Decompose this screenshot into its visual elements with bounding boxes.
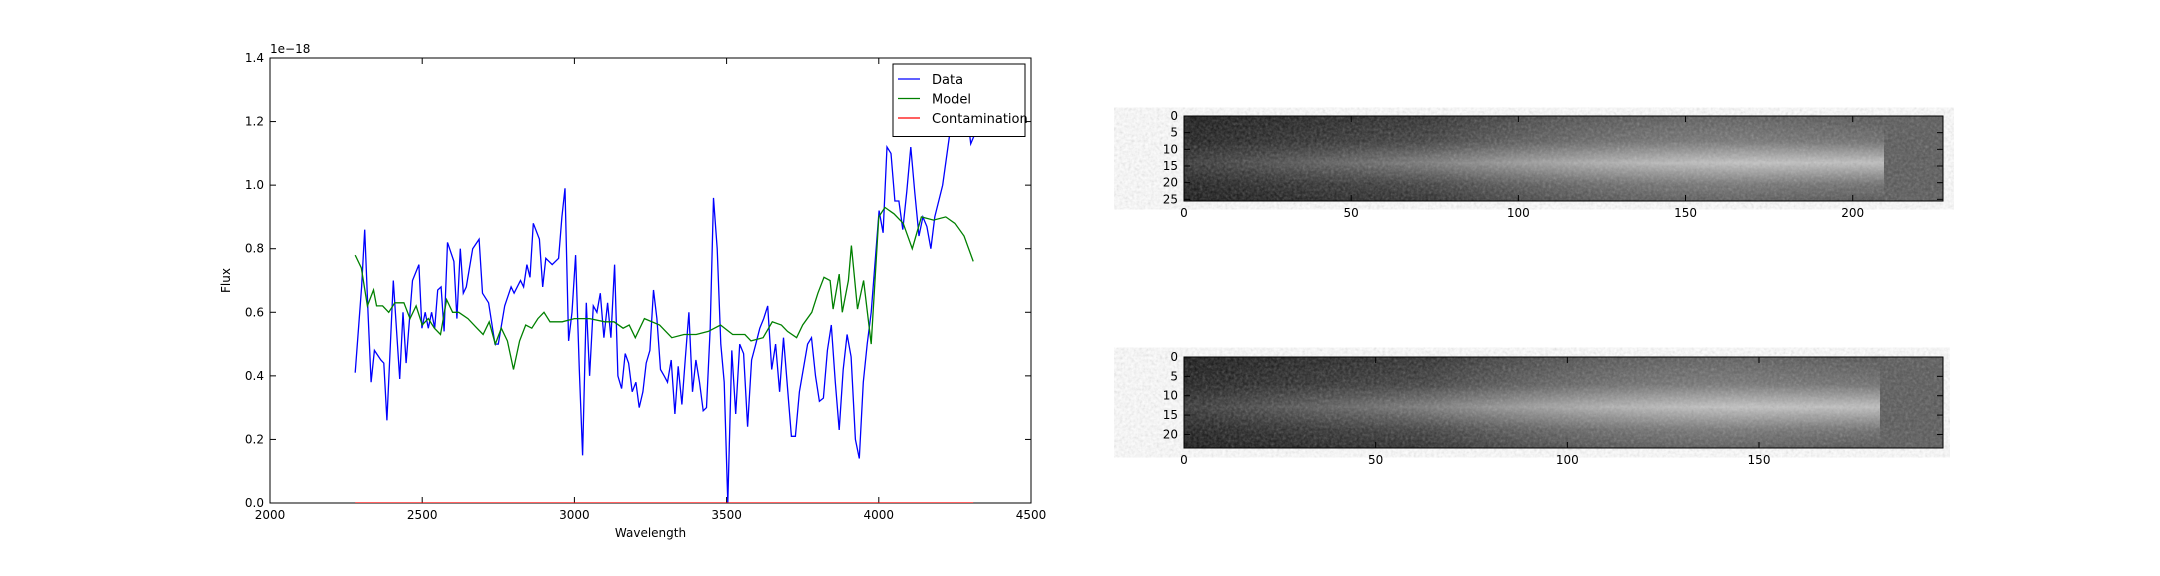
axes-frame — [1183, 356, 1944, 449]
data-line — [354, 107, 976, 503]
y-tick-label: 5 — [1170, 369, 1178, 383]
y-tick-label: 25 — [1163, 192, 1178, 206]
x-tick-label: 2500 — [407, 508, 438, 522]
image-panel-2 — [1184, 357, 1943, 448]
y-tick-label: 1.0 — [245, 178, 264, 192]
x-tick-label: 150 — [1748, 453, 1771, 467]
x-tick-label: 200 — [1841, 206, 1864, 220]
y-tick-label: 0 — [1170, 350, 1178, 364]
x-axis-label: Wavelength — [615, 526, 686, 540]
image-noise — [1184, 357, 1880, 448]
legend: Data Model Contamination — [892, 63, 1028, 137]
y-tick-label: 10 — [1163, 389, 1178, 403]
data-line — [354, 206, 974, 370]
y-tick-label: 0.8 — [245, 242, 264, 256]
x-tick-label: 50 — [1368, 453, 1383, 467]
y-tick-label: 0 — [1170, 109, 1178, 123]
x-tick-label: 3500 — [711, 508, 742, 522]
y-tick-label: 5 — [1170, 126, 1178, 140]
legend-label: Contamination — [932, 112, 1028, 127]
y-tick-label: 20 — [1163, 176, 1178, 190]
y-tick-label: 1.2 — [245, 115, 264, 129]
axes-frame — [1183, 115, 1944, 202]
y-tick-label: 15 — [1163, 408, 1178, 422]
y-axis-label: Flux — [219, 268, 233, 293]
legend-label: Model — [932, 93, 971, 108]
image-noise — [1184, 116, 1884, 201]
legend-label: Data — [932, 73, 963, 88]
y-tick-label: 20 — [1163, 427, 1178, 441]
x-tick-label: 0 — [1180, 453, 1188, 467]
y-tick-label: 0.4 — [245, 369, 264, 383]
x-tick-label: 4000 — [864, 508, 895, 522]
y-tick-label: 15 — [1163, 159, 1178, 173]
x-tick-label: 100 — [1556, 453, 1579, 467]
offset-text: 1e−18 — [270, 42, 310, 56]
x-tick-label: 4500 — [1016, 508, 1047, 522]
x-tick-label: 3000 — [559, 508, 590, 522]
y-tick-label: 10 — [1163, 142, 1178, 156]
x-tick-label: 50 — [1344, 206, 1359, 220]
y-tick-label: 1.4 — [245, 51, 264, 65]
x-tick-label: 150 — [1674, 206, 1697, 220]
y-tick-label: 0.6 — [245, 305, 264, 319]
y-tick-label: 0.0 — [245, 496, 264, 510]
image-panel-1 — [1184, 116, 1943, 201]
legend-box — [892, 63, 1026, 137]
x-tick-label: 100 — [1507, 206, 1530, 220]
y-tick-label: 0.2 — [245, 432, 264, 446]
x-tick-label: 2000 — [255, 508, 286, 522]
x-tick-label: 0 — [1180, 206, 1188, 220]
